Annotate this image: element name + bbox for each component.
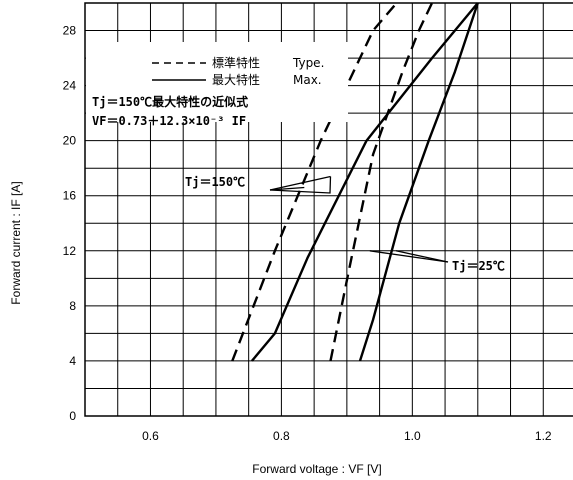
curves-group (231, 2, 479, 362)
y-tick-label: 28 (63, 24, 77, 38)
curve-solid-tj25 (358, 2, 479, 362)
annotation-tj150-leader-3 (269, 186, 305, 191)
formula-line-2: VF＝0.73＋12.3×10⁻³ IF (92, 114, 246, 128)
y-tick-label: 16 (63, 189, 77, 203)
legend-box (86, 42, 348, 122)
legend-label-max-jp: 最大特性 (212, 72, 260, 87)
x-tick-labels: 0.6 0.8 1.0 1.2 (142, 429, 552, 443)
x-tick-label: 0.6 (142, 429, 159, 443)
legend-label-type-en: Type. (292, 56, 324, 70)
annotation-tj150-leader-1 (269, 175, 331, 191)
x-tick-label: 0.8 (273, 429, 290, 443)
y-tick-label: 12 (63, 244, 77, 258)
curve-solid-tj150 (250, 2, 479, 362)
x-axis-label: Forward voltage : VF [V] (252, 462, 381, 476)
curve-dashed-tj150 (231, 2, 398, 362)
legend-label-max-en: Max. (293, 73, 322, 87)
x-tick-label: 1.0 (404, 429, 421, 443)
y-tick-label: 4 (69, 354, 76, 368)
curve-dashed-tj25 (329, 2, 434, 362)
y-tick-label: 0 (69, 409, 76, 423)
legend-label-type-jp: 標準特性 (212, 55, 260, 70)
y-axis-label: Forward current : IF [A] (9, 181, 23, 304)
y-tick-label: 8 (69, 299, 76, 313)
x-tick-label: 1.2 (535, 429, 552, 443)
y-tick-labels: 0 4 8 12 16 20 24 28 (63, 24, 77, 423)
annotation-tj25-leader-2 (369, 250, 449, 263)
annotation-tj25-label: Tj＝25℃ (452, 259, 505, 273)
formula-line-1: Tj＝150℃最大特性の近似式 (92, 94, 248, 109)
plot-frame (84, 2, 573, 417)
y-tick-label: 20 (63, 134, 77, 148)
annotation-tj150-leader-2 (269, 176, 332, 194)
y-tick-label: 24 (63, 79, 77, 93)
annotations: Tj＝150℃ Tj＝25℃ (185, 175, 505, 273)
annotation-tj150-label: Tj＝150℃ (185, 175, 245, 189)
